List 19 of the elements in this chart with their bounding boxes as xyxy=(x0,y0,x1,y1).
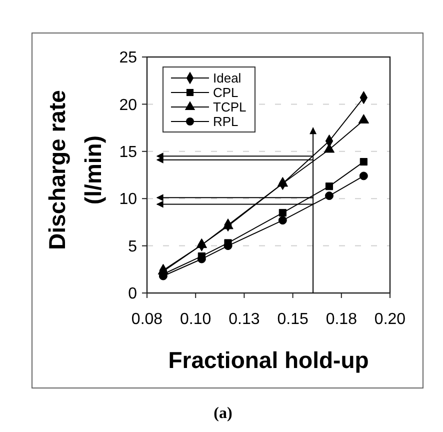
y-tick-label: 0 xyxy=(128,286,138,303)
legend-label: Ideal xyxy=(213,70,242,86)
x-tick-label: 0.10 xyxy=(180,311,212,328)
y-axis-title: Discharge rate (l/min) xyxy=(44,90,106,250)
y-tick-label: 5 xyxy=(128,238,138,256)
x-tick-label: 0.15 xyxy=(277,311,308,328)
legend-label: RPL xyxy=(213,114,238,129)
x-tick-label: 0.20 xyxy=(374,311,406,328)
y-tick-label: 20 xyxy=(119,96,138,114)
x-tick-label: 0.18 xyxy=(326,311,358,328)
y-tick-label: 10 xyxy=(119,191,138,208)
x-tick-label: 0.13 xyxy=(228,311,260,328)
legend-label: TCPL xyxy=(213,100,246,114)
y-tick-label: 25 xyxy=(119,50,138,67)
text: (a) xyxy=(214,405,232,422)
x-tick-label: 0.08 xyxy=(131,311,163,328)
y-tick-label: 15 xyxy=(119,144,138,161)
legend-label: CPL xyxy=(213,85,238,100)
x-axis-title: Fractional hold-up xyxy=(168,347,369,373)
